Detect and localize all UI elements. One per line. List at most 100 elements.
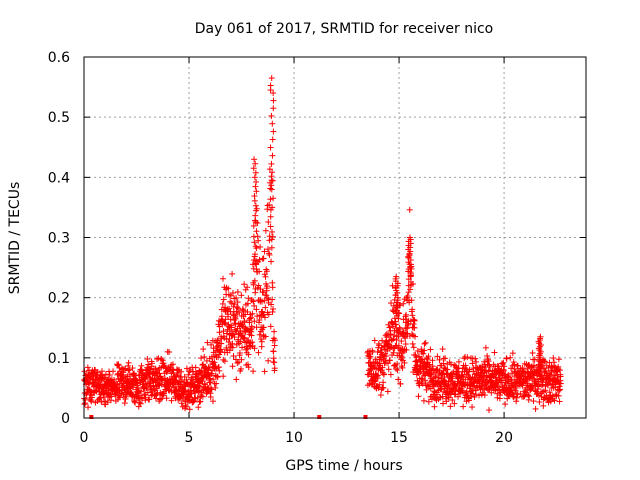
data-point (229, 363, 236, 370)
data-point (269, 233, 276, 240)
data-point (137, 400, 144, 407)
data-point (396, 326, 403, 333)
data-point (200, 361, 207, 368)
data-point (268, 244, 275, 251)
data-point (432, 373, 439, 380)
data-point (400, 329, 407, 336)
data-point (540, 402, 547, 409)
data-point (266, 166, 273, 173)
data-point (181, 387, 188, 394)
data-point (427, 346, 434, 353)
data-point (257, 286, 264, 293)
data-point (255, 349, 262, 356)
data-point (395, 315, 402, 322)
data-point (248, 332, 255, 339)
data-point (510, 393, 517, 400)
data-point (251, 345, 258, 352)
data-point (271, 365, 278, 372)
data-point (261, 248, 268, 255)
data-point (136, 399, 143, 406)
data-point (502, 401, 509, 408)
data-point (108, 393, 115, 400)
data-point (146, 396, 153, 403)
y-tick-label: 0.4 (48, 170, 70, 186)
data-point (250, 233, 257, 240)
data-point (537, 333, 544, 340)
data-point (472, 355, 479, 362)
data-point (236, 309, 243, 316)
data-point (208, 341, 215, 348)
y-axis-label: SRMTID / TECUs (7, 182, 23, 295)
data-point (538, 382, 545, 389)
data-point (379, 337, 386, 344)
data-point (269, 120, 276, 127)
data-point (251, 318, 258, 325)
data-point (267, 196, 274, 203)
data-point (269, 308, 276, 315)
y-tick-label: 0 (61, 411, 70, 427)
data-point (411, 324, 418, 331)
data-point (509, 390, 516, 397)
data-point (215, 354, 222, 361)
data-point (216, 367, 223, 374)
data-point (485, 367, 492, 374)
data-point (473, 358, 480, 365)
data-point (249, 297, 256, 304)
data-point (497, 392, 504, 399)
data-point (214, 374, 221, 381)
data-point (210, 376, 217, 383)
data-point (198, 367, 205, 374)
data-point (230, 331, 237, 338)
data-point (169, 361, 176, 368)
data-point (557, 380, 564, 387)
data-point (233, 304, 240, 311)
data-point (439, 400, 446, 407)
data-point (386, 324, 393, 331)
data-point (175, 387, 182, 394)
data-point (524, 369, 531, 376)
data-point (234, 299, 241, 306)
data-point (251, 193, 258, 200)
data-point (261, 297, 268, 304)
data-point (269, 152, 276, 159)
data-point (555, 392, 562, 399)
data-point (241, 281, 248, 288)
data-point (557, 373, 564, 380)
data-point (102, 371, 109, 378)
data-point (403, 346, 410, 353)
data-point (526, 393, 533, 400)
data-point (513, 398, 520, 405)
data-point (371, 337, 378, 344)
data-point (431, 403, 438, 410)
x-tick-label: 20 (495, 430, 513, 446)
data-point (246, 315, 253, 322)
data-point (228, 324, 235, 331)
data-point (129, 391, 136, 398)
data-point (546, 389, 553, 396)
data-point (229, 290, 236, 297)
data-point (232, 356, 239, 363)
data-point (269, 136, 276, 143)
data-point (257, 243, 264, 250)
data-point (409, 306, 416, 313)
data-point (266, 251, 273, 258)
data-point (415, 393, 422, 400)
data-point (251, 277, 258, 284)
data-point (82, 396, 89, 403)
data-point (264, 246, 271, 253)
data-point (224, 306, 231, 313)
data-point (258, 338, 265, 345)
data-point (465, 397, 472, 404)
data-point (548, 369, 555, 376)
data-point (270, 90, 277, 97)
data-point (536, 398, 543, 405)
data-point (402, 335, 409, 342)
data-point (201, 353, 208, 360)
data-point (261, 368, 268, 375)
data-point (406, 234, 413, 241)
y-axis-ticks: 0 0.1 0.2 0.3 0.4 0.5 0.6 (48, 50, 586, 427)
data-point (265, 357, 272, 364)
data-point (82, 378, 89, 385)
data-point (271, 328, 278, 335)
